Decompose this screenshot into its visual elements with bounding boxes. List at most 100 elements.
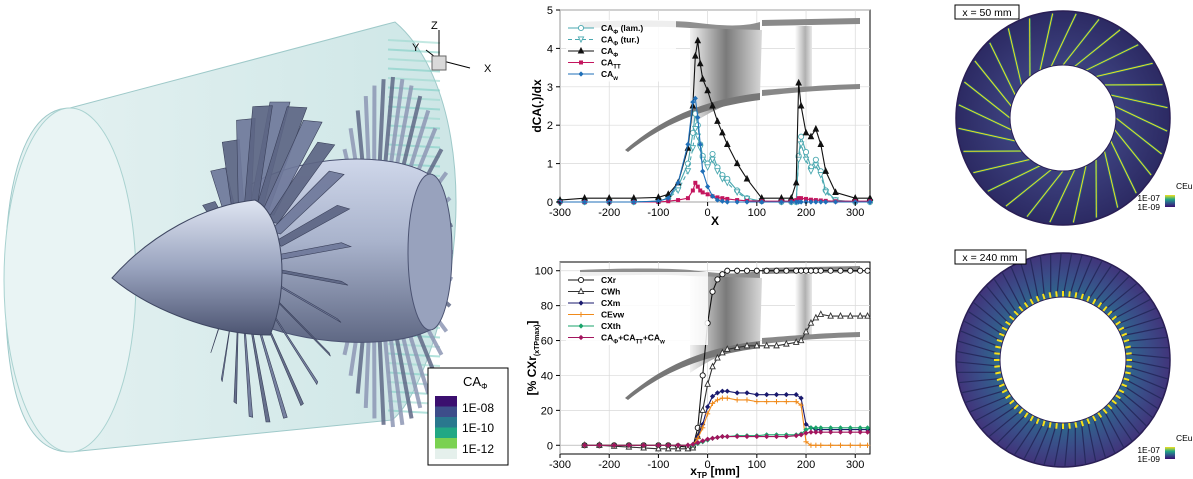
y-tick-label: 0 [547,197,553,209]
blade-highlight [998,332,1006,337]
data-point [695,440,701,446]
x-tick-label: -200 [598,459,620,471]
blade-wake [1062,254,1073,298]
blade-highlight [1102,408,1108,414]
legend-label: CAw [601,69,618,82]
blade-highlight [1018,408,1024,414]
data-point [818,429,824,435]
data-point [577,24,585,32]
data-point [802,149,810,156]
legend-label: CAΦ (tur.) [601,35,640,48]
data-point [837,312,844,319]
blade-highlight [1110,94,1168,109]
data-point [696,59,704,67]
data-point [714,353,721,361]
data-point [822,167,830,174]
data-point [743,174,751,182]
data-point [697,141,703,147]
blade-highlight [1026,170,1064,217]
blade-wake [1115,307,1156,326]
legend-label: CAΦ (lam.) [601,23,643,36]
data-point [578,311,584,318]
data-point [783,392,789,398]
data-point [812,162,820,170]
y-axis-label: dCA(.)/dx [530,79,544,133]
colorbar-tick-1: 1E-08 [462,401,494,415]
rotor-blades [197,101,352,423]
casing-streak [387,86,441,92]
data-point [813,429,819,435]
data-point [596,442,602,448]
data-point [783,399,789,405]
data-point [802,267,810,274]
blade-wake [968,311,1006,337]
turbofan-3d-render: Z Y X CAΦ 1E-08 1E-10 1E-12 [3,20,509,466]
blade-highlight [1125,352,1132,355]
data-point [675,442,681,448]
blade-wake [1111,298,1151,321]
blade-wake [1074,257,1093,299]
legend-label: CEvw [601,310,625,320]
blade-wake [958,340,1001,355]
blade-highlight [1124,371,1131,375]
data-point [695,184,700,189]
data-point [798,267,805,274]
blade-wake [1125,365,1168,380]
blade-highlight [1013,403,1020,410]
blade-highlight [1035,295,1040,303]
data-point [857,429,863,435]
legend-entry: CXm [568,298,621,308]
data-point [802,327,810,335]
data-point [744,390,750,396]
blade-wake [956,361,1001,367]
data-point [798,432,804,438]
data-point [753,267,760,274]
x-tick-label: 300 [846,459,864,471]
data-point [655,442,662,448]
blade-wake [1102,283,1137,312]
blade-highlight [1125,365,1132,368]
data-point [818,199,824,205]
blade-wake [1097,412,1116,453]
data-point [579,60,583,65]
svg-text:1E-09: 1E-09 [1137,454,1160,464]
blade-highlight [1018,306,1024,312]
y-tick-label: 3 [547,82,553,94]
blade-wake [962,383,1005,394]
data-point [804,196,809,201]
blade-wake [1114,394,1147,427]
data-point [674,444,682,452]
data-point [684,444,692,452]
axis-x-label: X [484,63,492,75]
data-point [832,188,839,195]
data-point [864,425,871,431]
slice-colorbar: CEu 1E-07 1E-09 [1137,181,1192,212]
data-point [828,425,834,431]
data-point [714,397,721,403]
blade-wake [1086,265,1112,303]
data-point [867,199,873,205]
blade-wake [1020,262,1034,305]
y-tick-label: 4 [547,43,553,55]
blade-highlight [989,42,1016,96]
data-point [664,444,672,452]
data-point [577,287,585,295]
blade-highlight [1115,117,1162,155]
data-point [837,425,844,431]
data-point [808,429,814,435]
data-point [783,433,789,440]
data-point [773,341,780,349]
blade-highlight [1048,292,1052,299]
data-point [827,267,834,274]
data-point [792,178,800,186]
x-tick-label: 100 [748,207,766,219]
svg-text:1E-09: 1E-09 [1137,202,1160,212]
x-tick-label: -300 [549,207,571,219]
x-tick-label: 200 [797,207,815,219]
data-point [808,442,814,448]
data-point [655,444,662,452]
blade-highlight [987,165,1041,192]
blade-highlight [1009,315,1015,321]
data-point [857,425,863,431]
